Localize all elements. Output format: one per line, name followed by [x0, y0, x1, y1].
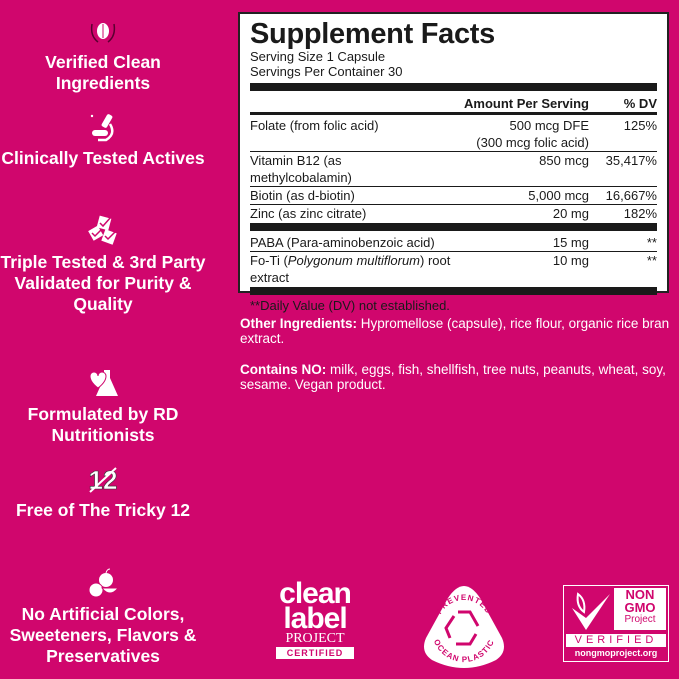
non-gmo-project-badge: NON GMO Project VERIFIED nongmoproject.o… [563, 585, 669, 662]
table-row: Folate (from folic acid) 500 mcg DFE (300… [250, 118, 657, 150]
feature-tricky-12: 12 Free of The Tricky 12 [0, 462, 206, 521]
divider-thick [250, 287, 657, 295]
feature-clinically-tested: Clinically Tested Actives [0, 110, 206, 169]
serving-size: Serving Size 1 Capsule [250, 49, 386, 64]
checkmarks-icon [88, 215, 117, 245]
footnote: **Daily Value (DV) not established. [250, 298, 450, 313]
butterfly-check-icon [572, 592, 610, 630]
contains-no: Contains NO: milk, eggs, fish, shellfish… [240, 362, 666, 392]
crossed-12-icon: 12 [88, 465, 118, 496]
table-header: Amount Per Serving % DV [250, 93, 657, 115]
table-row: PABA (Para-aminobenzoic acid) 15 mg ** [250, 235, 657, 250]
feature-triple-tested: Triple Tested & 3rd Party Validated for … [0, 214, 206, 315]
divider-thick [250, 223, 657, 231]
microscope-icon [90, 114, 114, 142]
table-row: Fo-Ti (Polygonum multiflorum) root extra… [250, 251, 657, 285]
table-row: Vitamin B12 (as methylcobalamin) 850 mcg 3… [250, 151, 657, 185]
table-row: Biotin (as d-biotin) 5,000 mcg 16,667% [250, 186, 657, 203]
flask-hearts-icon [89, 370, 118, 396]
servings-per-container: Servings Per Container 30 [250, 63, 403, 79]
feature-no-artificial: No Artificial Colors, Sweeteners, Flavor… [0, 566, 206, 667]
feature-verified-clean: Verified Clean Ingredients [0, 14, 206, 94]
other-ingredients: Other Ingredients: Hypromellose (capsule… [240, 316, 670, 346]
feature-rd-formulated: Formulated by RD Nutritionists [0, 366, 206, 446]
fruit-icon [88, 568, 120, 598]
leaf-hands-icon [90, 23, 116, 43]
clean-label-project-badge: clean label PROJECT CERTIFIED [270, 579, 360, 659]
table-row: Zinc (as zinc citrate) 20 mg 182% [250, 204, 657, 221]
supplement-facts-panel: Supplement Facts Serving Size 1 Capsule … [238, 12, 669, 313]
divider-thick [250, 83, 657, 91]
recycle-icon [444, 610, 480, 646]
supplement-facts-title: Supplement Facts [250, 18, 495, 50]
prevented-ocean-plastic-badge: PREVENTED OCEAN PLASTIC [424, 586, 504, 668]
